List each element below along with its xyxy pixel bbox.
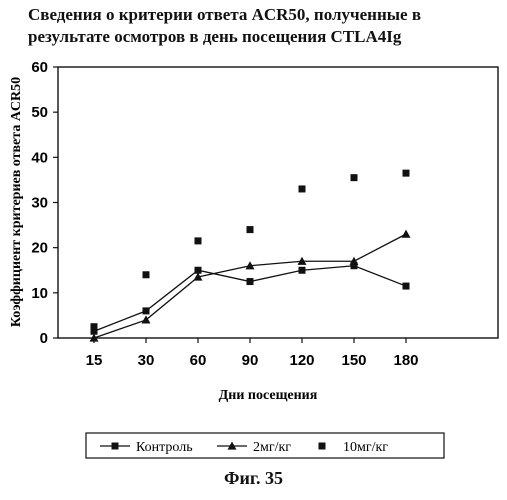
y-tick-label-3: 30	[31, 195, 48, 212]
y-tick-label-1: 10	[31, 285, 48, 302]
data-point-s2-1	[143, 271, 150, 278]
data-point-s2-6	[403, 170, 410, 177]
legend-label-1: 2мг/кг	[253, 440, 291, 455]
x-tick-label-6: 180	[393, 352, 418, 369]
plot-frame	[58, 67, 498, 338]
y-tick-label-0: 0	[40, 330, 48, 347]
plot-area: 0 10 20 30 40 50 60 15 30 60 90 120 150 180	[31, 59, 498, 369]
y-tick-label-5: 50	[31, 104, 48, 121]
y-axis-label: Коэффициент критериев ответа ACR50	[9, 77, 24, 327]
legend-marker-2	[319, 443, 326, 450]
data-point-s1-6	[402, 230, 411, 238]
series-line-1	[94, 234, 406, 338]
data-point-s0-6	[403, 283, 410, 290]
y-tick-label-4: 40	[31, 149, 48, 166]
x-tick-label-1: 30	[138, 352, 155, 369]
data-point-s0-1	[143, 307, 150, 314]
x-tick-label-4: 120	[289, 352, 314, 369]
data-point-s0-4	[299, 267, 306, 274]
figure-caption: Фиг. 35	[0, 468, 507, 489]
x-axis-label: Дни посещения	[219, 388, 318, 403]
x-tick-label-0: 15	[86, 352, 103, 369]
legend-label-2: 10мг/кг	[343, 440, 388, 455]
legend-marker-0	[112, 443, 119, 450]
x-tick-label-3: 90	[242, 352, 259, 369]
chart: 0 10 20 30 40 50 60 15 30 60 90 120 150 180 Дни посещ…	[0, 0, 507, 468]
data-point-s2-5	[351, 174, 358, 181]
data-point-s0-3	[247, 278, 254, 285]
legend: Контроль 2мг/кг 10мг/кг	[86, 433, 444, 458]
data-point-s2-0	[91, 323, 98, 330]
x-tick-label-2: 60	[190, 352, 207, 369]
data-point-s2-3	[247, 226, 254, 233]
legend-label-0: Контроль	[136, 440, 193, 455]
y-tick-label-6: 60	[31, 59, 48, 76]
y-tick-label-2: 20	[31, 240, 48, 257]
data-point-s2-2	[195, 237, 202, 244]
data-point-s2-4	[299, 185, 306, 192]
x-tick-label-5: 150	[341, 352, 366, 369]
